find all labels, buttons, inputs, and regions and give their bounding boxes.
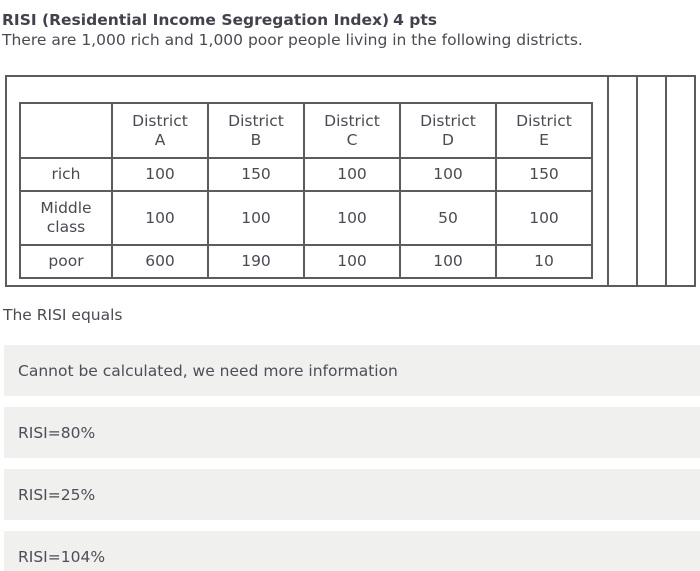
option-label: RISI=80% bbox=[18, 423, 96, 442]
figure-empty-cell bbox=[667, 77, 694, 285]
figure-empty-cell bbox=[638, 77, 667, 285]
column-header-district-a: District A bbox=[111, 102, 209, 159]
table-cell: 100 bbox=[111, 190, 209, 246]
table-cell: 190 bbox=[207, 244, 305, 279]
option-label: Cannot be calculated, we need more infor… bbox=[18, 361, 398, 380]
option-label: RISI=25% bbox=[18, 485, 96, 504]
option-label: RISI=104% bbox=[18, 547, 106, 566]
answer-options: Cannot be calculated, we need more infor… bbox=[0, 345, 700, 571]
table-cell: 600 bbox=[111, 244, 209, 279]
table-cell: 100 bbox=[207, 190, 305, 246]
table-cell: 100 bbox=[111, 157, 209, 192]
table-cell: 50 bbox=[399, 190, 497, 246]
answer-option-risi-104[interactable]: RISI=104% bbox=[4, 531, 700, 571]
table-row-poor: poor 600 190 100 100 10 bbox=[19, 244, 593, 279]
table-header-row: District A District B District C Distric… bbox=[19, 102, 593, 159]
row-label-rich: rich bbox=[19, 157, 113, 192]
table-cell: 100 bbox=[303, 190, 401, 246]
figure-main-cell: District A District B District C Distric… bbox=[7, 77, 609, 285]
row-label-middle-class: Middle class bbox=[19, 190, 113, 246]
table-cell: 100 bbox=[399, 157, 497, 192]
districts-table: District A District B District C Distric… bbox=[19, 102, 593, 279]
row-label-poor: poor bbox=[19, 244, 113, 279]
answer-option-risi-80[interactable]: RISI=80% bbox=[4, 407, 700, 458]
answer-option-cannot-be-calculated[interactable]: Cannot be calculated, we need more infor… bbox=[4, 345, 700, 396]
question-figure: District A District B District C Distric… bbox=[5, 75, 696, 287]
question-description: There are 1,000 rich and 1,000 poor peop… bbox=[2, 31, 583, 49]
table-row-middle-class: Middle class 100 100 100 50 100 bbox=[19, 190, 593, 246]
answer-option-risi-25[interactable]: RISI=25% bbox=[4, 469, 700, 520]
table-cell: 10 bbox=[495, 244, 593, 279]
question-title: RISI (Residential Income Segregation Ind… bbox=[2, 12, 700, 29]
table-cell: 100 bbox=[495, 190, 593, 246]
question-prompt: The RISI equals bbox=[3, 306, 123, 324]
table-corner-cell bbox=[19, 102, 113, 159]
column-header-district-c: District C bbox=[303, 102, 401, 159]
points-badge: 4 pts bbox=[393, 11, 438, 29]
question-title-text: RISI (Residential Income Segregation Ind… bbox=[2, 11, 390, 29]
figure-empty-cell bbox=[609, 77, 638, 285]
column-header-district-d: District D bbox=[399, 102, 497, 159]
table-cell: 150 bbox=[495, 157, 593, 192]
table-cell: 100 bbox=[303, 244, 401, 279]
column-header-district-b: District B bbox=[207, 102, 305, 159]
table-cell: 100 bbox=[303, 157, 401, 192]
table-cell: 150 bbox=[207, 157, 305, 192]
column-header-district-e: District E bbox=[495, 102, 593, 159]
table-cell: 100 bbox=[399, 244, 497, 279]
table-row-rich: rich 100 150 100 100 150 bbox=[19, 157, 593, 192]
